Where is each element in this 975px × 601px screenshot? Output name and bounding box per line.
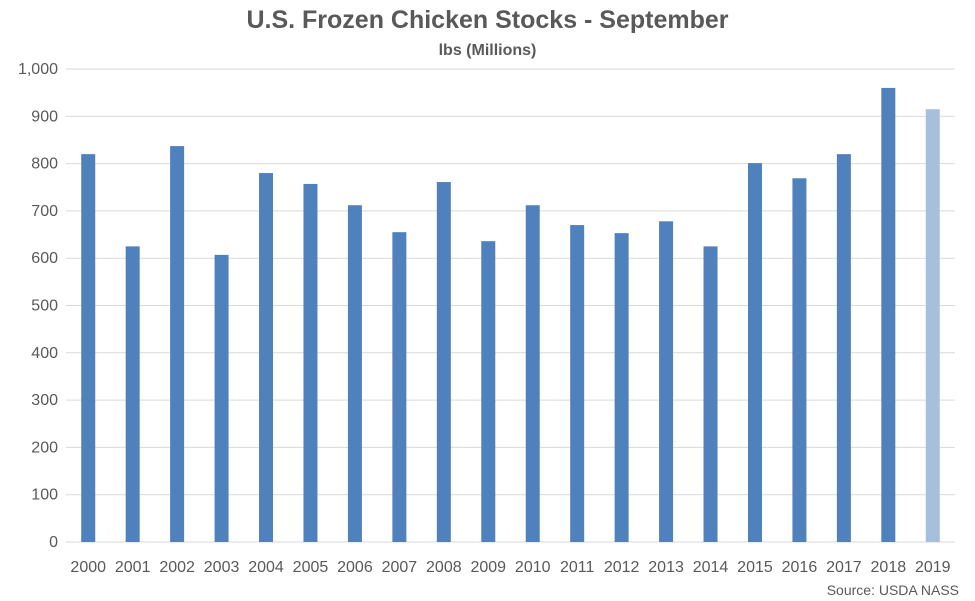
bar-2013	[659, 221, 674, 542]
x-tick-label: 2003	[204, 559, 240, 576]
bar-2009	[481, 241, 496, 542]
x-tick-label: 2018	[871, 559, 907, 576]
bar-2012	[614, 233, 629, 543]
x-tick-label: 2005	[293, 559, 329, 576]
y-tick-label: 700	[31, 203, 58, 220]
x-tick-label: 2007	[382, 559, 418, 576]
y-tick-label: 200	[31, 439, 58, 456]
y-tick-label: 300	[31, 392, 58, 409]
x-axis-tick-labels: 2000 2001 2002 2003 2004 2005 2006 2007 2008 2009…	[70, 559, 950, 576]
y-tick-label: 900	[31, 108, 58, 125]
bar-2011	[570, 225, 585, 542]
y-tick-label: 400	[31, 345, 58, 362]
x-tick-label: 2017	[826, 559, 862, 576]
x-tick-label: 2002	[159, 559, 195, 576]
x-tick-label: 2014	[693, 559, 729, 576]
x-tick-label: 2013	[648, 559, 684, 576]
bar-2016	[792, 178, 807, 542]
x-tick-label: 2000	[70, 559, 106, 576]
bar-2000	[81, 154, 96, 542]
bars	[81, 87, 940, 543]
bar-2015	[747, 163, 762, 542]
y-tick-label: 800	[31, 156, 58, 173]
bar-2001	[125, 246, 140, 542]
chart-subtitle: lbs (Millions)	[438, 42, 537, 59]
x-tick-label: 2001	[115, 559, 151, 576]
y-tick-label: 100	[31, 487, 58, 504]
x-tick-label: 2015	[737, 559, 773, 576]
chart-title: U.S. Frozen Chicken Stocks - September	[246, 6, 729, 34]
x-tick-label: 2011	[560, 559, 595, 576]
bar-2003	[214, 254, 229, 542]
y-tick-label: 500	[31, 298, 58, 315]
x-tick-label: 2008	[426, 559, 462, 576]
x-tick-label: 2009	[470, 559, 506, 576]
y-tick-label: 1,000	[18, 61, 58, 78]
x-tick-label: 2012	[604, 559, 640, 576]
bar-2006	[347, 205, 362, 542]
bar-2008	[436, 182, 451, 542]
bar-2005	[303, 183, 318, 542]
y-axis-tick-labels: 0 100 200 300 400 500 600 700 800 900 1,000	[18, 61, 58, 551]
y-tick-label: 0	[49, 534, 58, 551]
y-tick-label: 600	[31, 250, 58, 267]
x-tick-label: 2016	[782, 559, 818, 576]
x-tick-label: 2019	[915, 559, 951, 576]
x-tick-label: 2010	[515, 559, 551, 576]
bar-2002	[170, 146, 185, 542]
bar-2004	[259, 173, 274, 542]
bar-2018	[881, 87, 896, 543]
bar-2019	[925, 109, 940, 542]
x-tick-label: 2004	[248, 559, 284, 576]
bar-2010	[525, 205, 540, 542]
bar-2017	[836, 154, 851, 542]
bar-2014	[703, 246, 718, 542]
gridlines	[66, 68, 955, 543]
x-tick-label: 2006	[337, 559, 373, 576]
bar-2007	[392, 232, 407, 542]
source-note: Source: USDA NASS	[826, 582, 959, 598]
